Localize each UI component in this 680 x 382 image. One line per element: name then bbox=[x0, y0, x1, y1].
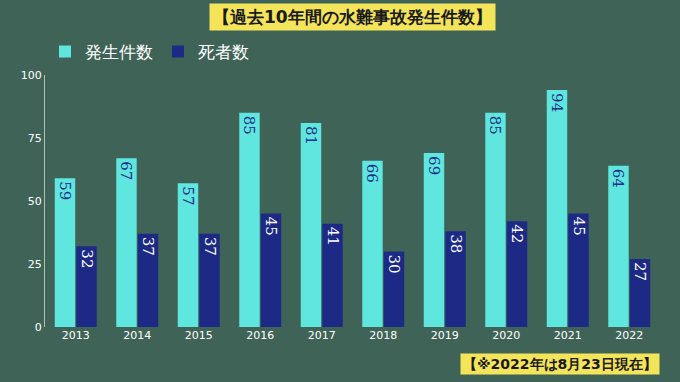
svg-text:59: 59 bbox=[56, 181, 74, 200]
svg-text:42: 42 bbox=[508, 224, 526, 243]
svg-text:69: 69 bbox=[425, 156, 443, 175]
svg-text:37: 37 bbox=[201, 237, 219, 256]
svg-text:2015: 2015 bbox=[185, 329, 213, 342]
svg-text:64: 64 bbox=[609, 169, 627, 188]
svg-text:2017: 2017 bbox=[308, 329, 336, 342]
svg-text:2020: 2020 bbox=[492, 329, 520, 342]
svg-text:2016: 2016 bbox=[246, 329, 274, 342]
svg-text:57: 57 bbox=[179, 186, 197, 205]
svg-text:81: 81 bbox=[302, 126, 320, 145]
svg-text:発生件数: 発生件数 bbox=[85, 42, 153, 62]
svg-text:25: 25 bbox=[28, 258, 42, 271]
svg-text:【過去10年間の水難事故発生件数】: 【過去10年間の水難事故発生件数】 bbox=[213, 7, 492, 27]
svg-text:45: 45 bbox=[570, 217, 588, 236]
svg-text:27: 27 bbox=[631, 262, 649, 281]
svg-text:41: 41 bbox=[324, 227, 342, 246]
svg-text:38: 38 bbox=[447, 234, 465, 253]
svg-text:50: 50 bbox=[28, 195, 42, 208]
svg-text:死者数: 死者数 bbox=[198, 42, 249, 62]
svg-text:37: 37 bbox=[139, 237, 157, 256]
svg-text:30: 30 bbox=[385, 254, 403, 273]
svg-text:【※2022年は8月23日現在】: 【※2022年は8月23日現在】 bbox=[463, 356, 657, 372]
svg-text:94: 94 bbox=[548, 93, 566, 112]
svg-text:2013: 2013 bbox=[62, 329, 90, 342]
svg-text:2019: 2019 bbox=[431, 329, 459, 342]
svg-text:100: 100 bbox=[21, 69, 42, 82]
svg-text:2014: 2014 bbox=[123, 329, 151, 342]
svg-text:66: 66 bbox=[363, 164, 381, 183]
svg-text:32: 32 bbox=[78, 249, 96, 268]
svg-text:45: 45 bbox=[262, 217, 280, 236]
svg-text:85: 85 bbox=[486, 116, 504, 135]
svg-text:0: 0 bbox=[35, 321, 42, 334]
svg-text:75: 75 bbox=[28, 132, 42, 145]
svg-text:2022: 2022 bbox=[615, 329, 643, 342]
svg-text:2021: 2021 bbox=[554, 329, 582, 342]
svg-text:67: 67 bbox=[117, 161, 135, 180]
svg-text:85: 85 bbox=[240, 116, 258, 135]
svg-text:2018: 2018 bbox=[369, 329, 397, 342]
